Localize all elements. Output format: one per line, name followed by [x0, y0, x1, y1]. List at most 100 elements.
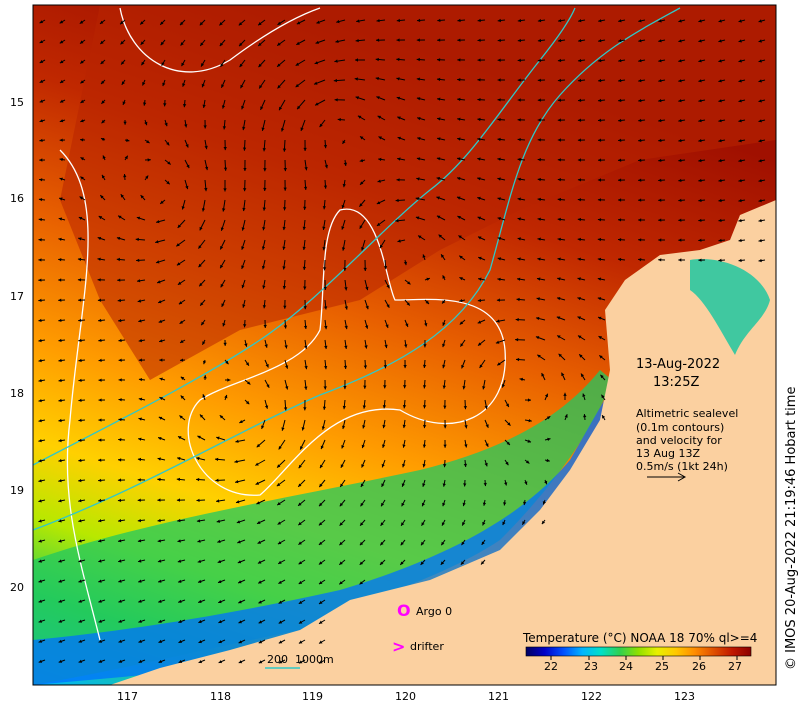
velocity-arrowhead	[356, 19, 360, 23]
velocity-arrowhead	[78, 499, 82, 503]
velocity-arrowhead	[544, 393, 548, 398]
velocity-arrowhead	[295, 83, 299, 88]
velocity-arrowhead	[39, 119, 43, 123]
velocity-arrowhead	[221, 84, 225, 88]
lat-tick-label: 19	[10, 484, 24, 497]
velocity-arrowhead	[698, 198, 702, 203]
velocity-arrowhead	[263, 324, 267, 328]
velocity-arrowhead	[78, 378, 82, 382]
velocity-arrowhead	[359, 158, 364, 163]
velocity-arrowhead	[116, 236, 121, 241]
velocity-arrowhead	[303, 306, 307, 310]
velocity-arrowhead	[497, 197, 501, 201]
velocity-arrowhead	[321, 426, 325, 430]
velocity-arrowhead	[437, 58, 441, 62]
velocity-arrowhead	[556, 316, 561, 320]
velocity-arrowhead	[38, 238, 42, 242]
velocity-arrowhead	[557, 98, 561, 102]
velocity-arrowhead	[541, 373, 545, 377]
velocity-arrowhead	[343, 386, 347, 390]
velocity-arrowhead	[324, 164, 328, 169]
bathymetry-legend: 200 1000m	[265, 653, 334, 669]
velocity-arrowhead	[196, 477, 200, 482]
velocity-arrowhead	[304, 365, 308, 370]
velocity-arrowhead	[277, 63, 281, 67]
velocity-arrowhead	[118, 358, 122, 362]
velocity-arrowhead	[203, 360, 207, 365]
velocity-arrowhead	[397, 239, 401, 243]
velocity-arrowhead	[220, 63, 224, 67]
velocity-arrowhead	[184, 124, 188, 128]
velocity-arrowhead	[359, 561, 364, 565]
velocity-arrowhead	[78, 216, 83, 220]
velocity-arrowhead	[201, 83, 205, 88]
velocity-arrowhead	[718, 238, 722, 242]
velocity-arrowhead	[218, 600, 222, 604]
velocity-arrowhead	[140, 195, 144, 199]
velocity-arrowhead	[58, 237, 62, 241]
velocity-arrowhead	[278, 620, 283, 624]
velocity-arrowhead	[178, 436, 182, 440]
velocity-arrowhead	[638, 238, 642, 242]
velocity-arrowhead	[198, 619, 202, 624]
velocity-arrowhead	[463, 483, 467, 487]
velocity-arrowhead	[577, 138, 581, 142]
velocity-arrowhead	[59, 119, 64, 123]
velocity-arrowhead	[298, 640, 303, 644]
velocity-arrowhead	[422, 424, 427, 429]
velocity-arrowhead	[242, 147, 247, 151]
velocity-arrowhead	[343, 267, 347, 271]
lon-tick-label: 123	[674, 690, 695, 703]
velocity-arrowhead	[258, 660, 263, 664]
velocity-arrowhead	[324, 366, 328, 370]
velocity-arrowhead	[461, 364, 465, 369]
velocity-arrowhead	[496, 298, 500, 302]
velocity-arrowhead	[200, 42, 204, 46]
velocity-arrowhead	[219, 42, 224, 47]
velocity-arrowhead	[738, 119, 742, 123]
velocity-arrowhead	[339, 561, 343, 565]
velocity-arrowhead	[557, 58, 562, 63]
velocity-arrowhead	[58, 217, 63, 221]
velocity-arrowhead	[355, 58, 358, 62]
velocity-arrowhead	[477, 177, 481, 181]
velocity-arrowhead	[515, 338, 519, 342]
lat-tick-label: 17	[10, 290, 24, 303]
velocity-arrowhead	[145, 175, 149, 179]
velocity-arrowhead	[537, 138, 541, 142]
velocity-arrowhead	[258, 63, 262, 68]
velocity-arrowhead	[497, 277, 501, 281]
velocity-arrowhead	[638, 138, 642, 143]
velocity-arrowhead	[102, 155, 106, 159]
velocity-arrowhead	[718, 139, 722, 143]
velocity-arrowhead	[60, 99, 64, 103]
velocity-arrowhead	[316, 20, 320, 24]
velocity-arrowhead	[443, 464, 447, 468]
velocity-arrowhead	[218, 640, 222, 644]
velocity-arrowhead	[537, 158, 541, 162]
velocity-arrowhead	[477, 298, 482, 303]
velocity-arrowhead	[319, 581, 323, 585]
velocity-arrowhead	[77, 257, 82, 262]
lat-tick-label: 15	[10, 96, 24, 109]
velocity-arrowhead	[424, 323, 428, 327]
velocity-arrowhead	[442, 385, 446, 389]
velocity-arrowhead	[485, 443, 489, 447]
velocity-arrowhead	[638, 198, 642, 202]
velocity-arrowhead	[98, 478, 102, 482]
velocity-arrowhead	[118, 398, 122, 402]
velocity-arrowhead	[245, 362, 249, 366]
velocity-arrowhead	[59, 138, 63, 142]
velocity-arrowhead	[262, 227, 266, 231]
velocity-arrowhead	[416, 97, 421, 101]
velocity-arrowhead	[536, 316, 540, 321]
velocity-arrowhead	[402, 424, 406, 429]
velocity-arrowhead	[304, 167, 308, 171]
velocity-arrowhead	[457, 78, 461, 82]
velocity-arrowhead	[296, 21, 301, 25]
velocity-arrowhead	[196, 456, 200, 461]
velocity-arrowhead	[563, 392, 567, 396]
velocity-arrowhead	[221, 105, 226, 109]
velocity-arrowhead	[278, 446, 282, 450]
velocity-arrowhead	[515, 318, 519, 322]
